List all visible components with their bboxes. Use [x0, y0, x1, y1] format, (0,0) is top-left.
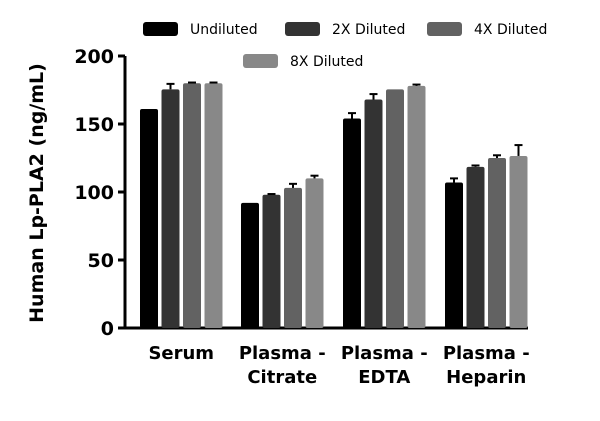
y-tick-label: 200: [74, 46, 114, 68]
x-tick-label: Plasma -: [443, 343, 530, 364]
legend-label: Undiluted: [190, 22, 258, 38]
legend-swatch: [285, 22, 320, 36]
y-tick-label: 150: [74, 114, 114, 136]
bar: [445, 182, 463, 328]
bar: [183, 83, 201, 328]
legend-swatch: [143, 22, 178, 36]
bar: [161, 89, 180, 328]
bar: [204, 83, 223, 328]
bar: [284, 187, 302, 328]
y-tick-label: 100: [74, 182, 114, 204]
legend-label: 8X Diluted: [290, 54, 363, 70]
x-tick-label: Heparin: [446, 367, 526, 388]
bar: [509, 155, 528, 328]
x-tick-label: Plasma -: [341, 343, 428, 364]
bar: [488, 158, 506, 328]
legend-swatch: [427, 22, 462, 36]
x-tick-label: Serum: [148, 343, 214, 364]
bar: [407, 85, 426, 328]
bar: [364, 99, 383, 329]
bar: [343, 118, 361, 328]
bar: [262, 194, 281, 328]
bar: [241, 202, 259, 328]
x-tick-label: Citrate: [247, 367, 317, 388]
y-tick-label: 50: [88, 250, 114, 272]
legend-label: 4X Diluted: [474, 22, 547, 38]
bar: [305, 178, 324, 328]
bar: [140, 109, 158, 328]
y-axis-title: Human Lp-PLA2 (ng/mL): [26, 63, 48, 323]
legend-label: 2X Diluted: [332, 22, 405, 38]
legend-swatch: [243, 54, 278, 68]
y-tick-label: 0: [101, 318, 114, 340]
bar: [466, 166, 485, 328]
x-tick-label: EDTA: [358, 367, 410, 388]
x-tick-label: Plasma -: [239, 343, 326, 364]
bar: [386, 89, 404, 328]
